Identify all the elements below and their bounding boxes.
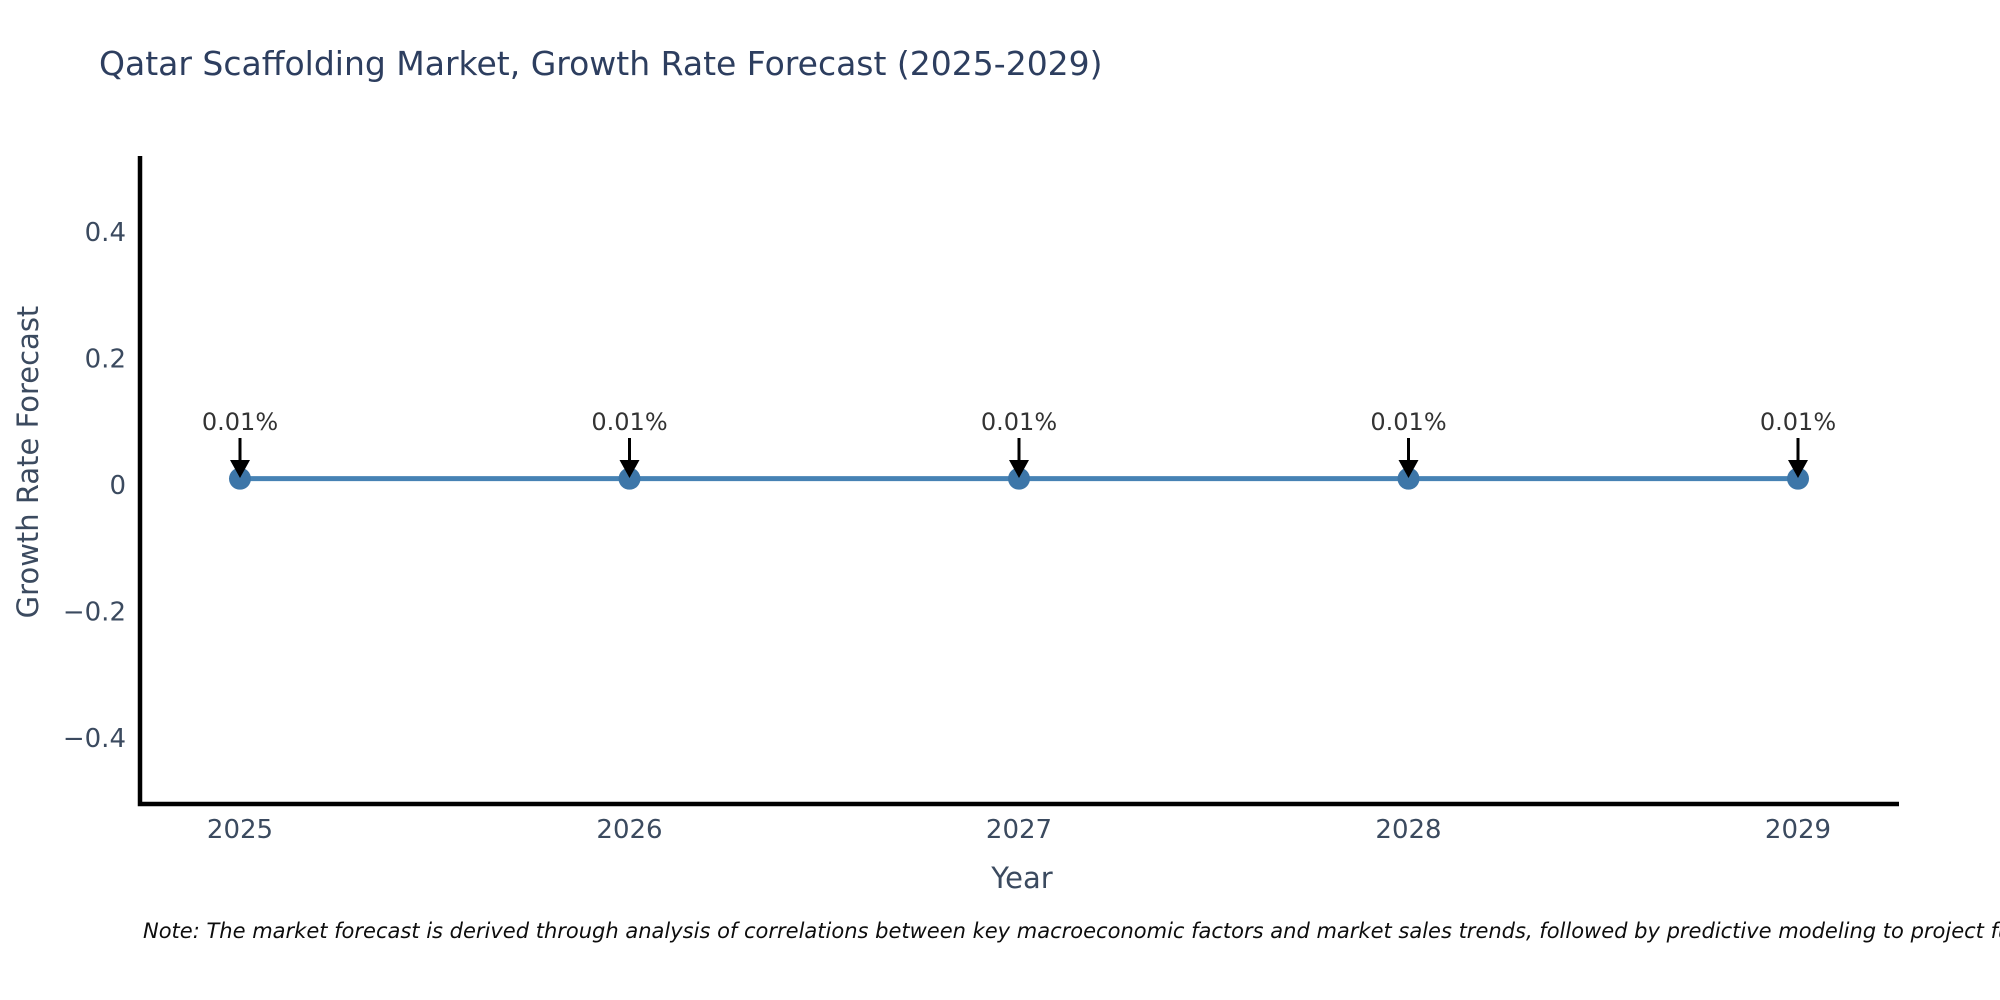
y-tick-label: 0.4 bbox=[85, 218, 126, 248]
x-tick-label: 2027 bbox=[986, 815, 1052, 845]
x-tick-label: 2026 bbox=[596, 815, 662, 845]
y-tick-label: −0.4 bbox=[63, 724, 126, 754]
y-tick-label: 0.2 bbox=[85, 345, 126, 375]
axis-spines bbox=[137, 156, 1899, 807]
y-tick-label: −0.2 bbox=[63, 598, 126, 628]
x-tick-label: 2028 bbox=[1375, 815, 1441, 845]
y-axis-title: Growth Rate Forecast bbox=[11, 306, 45, 619]
annotation-arrow-head bbox=[619, 460, 640, 478]
data-point bbox=[229, 467, 251, 490]
point-value-label: 0.01% bbox=[202, 408, 278, 436]
data-point bbox=[1008, 467, 1030, 490]
annotation-arrow-head bbox=[230, 460, 250, 478]
data-point bbox=[1787, 467, 1809, 490]
plot-area: 0.4 0.2 0 −0.2 −0.4 2025 2026 2027 2028 2029 0.01%… bbox=[63, 156, 1899, 845]
chart-title: Qatar Scaffolding Market, Growth Rate Fo… bbox=[99, 44, 1103, 83]
footnote-text: Note: The market forecast is derived thr… bbox=[143, 919, 2000, 943]
annotation-arrow-head bbox=[1009, 460, 1029, 478]
x-tick-label: 2025 bbox=[207, 815, 273, 845]
y-tick-label: 0 bbox=[109, 471, 126, 501]
point-value-label: 0.01% bbox=[1370, 408, 1446, 436]
point-value-label: 0.01% bbox=[1760, 408, 1836, 436]
data-point bbox=[618, 467, 641, 490]
x-tick-label: 2029 bbox=[1765, 815, 1831, 845]
annotation-arrow-head bbox=[1398, 460, 1419, 478]
annotation-arrow-head bbox=[1788, 460, 1808, 478]
point-value-label: 0.01% bbox=[591, 408, 667, 436]
x-axis-title: Year bbox=[990, 861, 1052, 895]
data-point bbox=[1397, 467, 1420, 490]
point-value-label: 0.01% bbox=[981, 408, 1057, 436]
